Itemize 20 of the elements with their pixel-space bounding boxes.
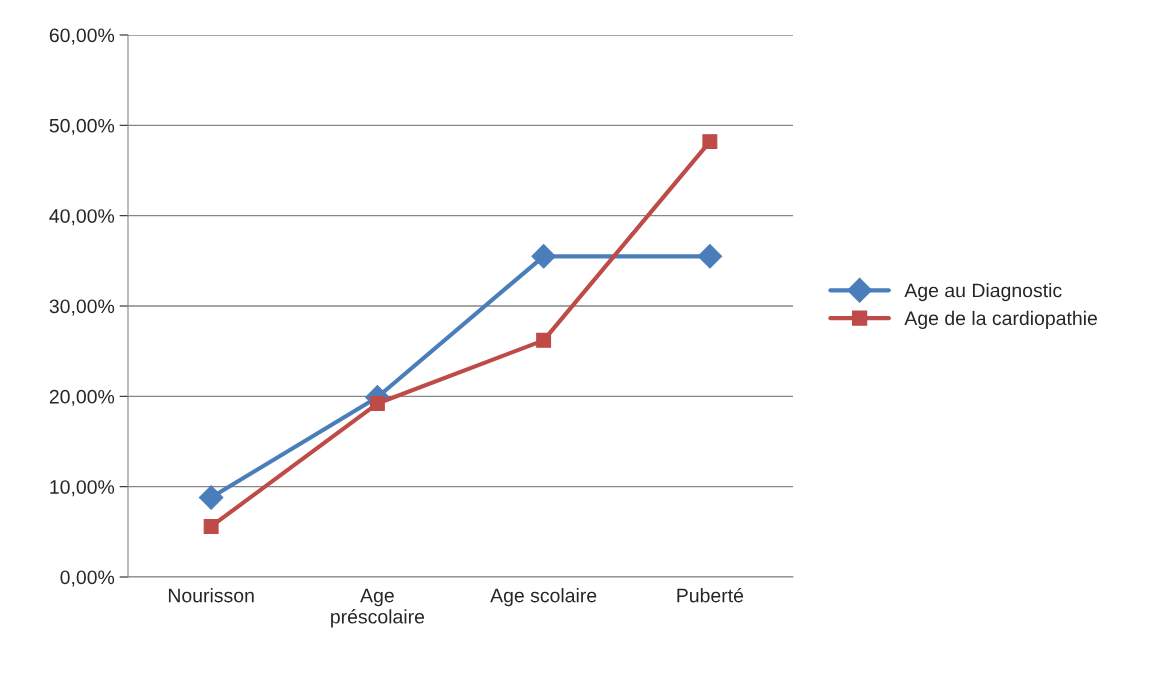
legend-label: Age de la cardiopathie: [904, 310, 1097, 329]
x-tick-label: Puberté: [677, 587, 744, 603]
y-tick-label: 0,00%: [60, 570, 115, 587]
y-tick-label: 20,00%: [49, 389, 115, 406]
x-tick-label: Nourisson: [168, 588, 254, 603]
y-tick-label: 50,00%: [49, 118, 115, 135]
point: [531, 244, 556, 269]
y-tick-label: 30,00%: [49, 299, 115, 316]
x-tick-label: Age scolaire: [490, 588, 597, 607]
y-tick-label: 60,00%: [49, 28, 115, 45]
point: [198, 485, 224, 510]
legend-label: Age au Diagnostic: [904, 283, 1062, 302]
y-tick-label: 10,00%: [50, 480, 115, 497]
point: [203, 518, 219, 534]
point: [536, 332, 552, 348]
x-tick-label: Age préscolaire: [331, 588, 425, 628]
point: [702, 134, 718, 150]
point: [697, 244, 723, 269]
y-tick-label: 40,00%: [49, 209, 115, 226]
point: [369, 396, 385, 412]
